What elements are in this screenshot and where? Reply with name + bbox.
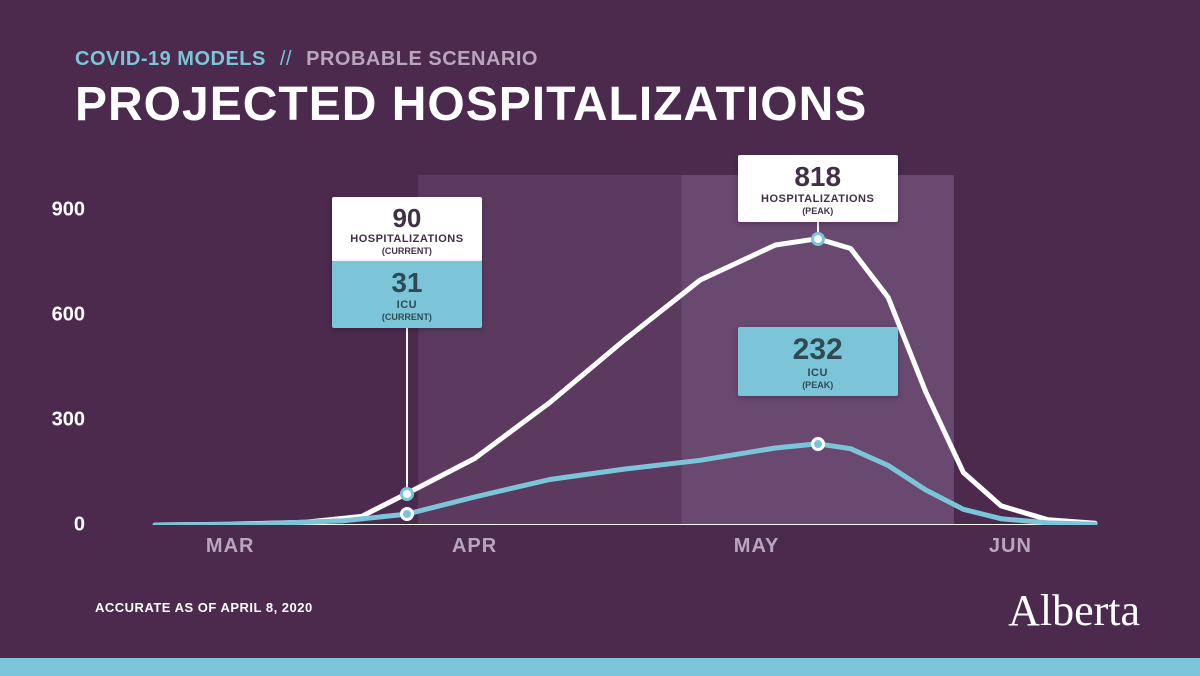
callout-label: HOSPITALIZATIONS — [346, 233, 468, 245]
callout-sublabel: (PEAK) — [752, 206, 884, 216]
x-tick-label: APR — [452, 535, 497, 558]
callout-hosp-peak: 818 HOSPITALIZATIONS(PEAK) — [738, 155, 898, 222]
data-point-icu-peak — [811, 437, 825, 451]
callout-hosp-current: 90 HOSPITALIZATIONS(CURRENT) — [332, 197, 482, 262]
page-root: COVID-19 MODELS // PROBABLE SCENARIO PRO… — [0, 0, 1200, 676]
data-point-hosp-current — [400, 487, 414, 501]
callout-value: 31 — [346, 269, 468, 297]
y-tick-label: 600 — [25, 304, 85, 327]
data-point-icu-current — [400, 507, 414, 521]
x-tick-label: JUN — [989, 535, 1032, 558]
bottom-accent-band — [0, 658, 1200, 676]
footnote: ACCURATE AS OF APRIL 8, 2020 — [95, 600, 313, 615]
x-tick-label: MAY — [734, 535, 780, 558]
y-tick-label: 900 — [25, 199, 85, 222]
callout-icu-peak: 232 ICU(PEAK) — [738, 327, 898, 396]
eyebrow: COVID-19 MODELS // PROBABLE SCENARIO — [75, 48, 867, 71]
header: COVID-19 MODELS // PROBABLE SCENARIO PRO… — [75, 48, 867, 132]
y-tick-label: 300 — [25, 409, 85, 432]
callout-icu-current: 31 ICU(CURRENT) — [332, 261, 482, 328]
eyebrow-separator: // — [280, 48, 292, 70]
data-point-hosp-peak — [811, 232, 825, 246]
callout-label: ICU — [752, 367, 884, 379]
callout-value: 818 — [752, 163, 884, 191]
callout-label: ICU — [346, 299, 468, 311]
callout-sublabel: (CURRENT) — [346, 246, 468, 256]
callout-sublabel: (PEAK) — [752, 380, 884, 390]
callout-value: 90 — [346, 205, 468, 231]
chart-svg — [95, 175, 1105, 525]
callout-sublabel: (CURRENT) — [346, 312, 468, 322]
eyebrow-right: PROBABLE SCENARIO — [306, 48, 538, 70]
chart-area: 030060090090HOSPITALIZATIONS(CURRENT)31I… — [95, 175, 1105, 525]
callout-label: HOSPITALIZATIONS — [752, 193, 884, 205]
alberta-logo: Alberta — [1008, 585, 1140, 636]
y-tick-label: 0 — [25, 514, 85, 537]
page-title: PROJECTED HOSPITALIZATIONS — [75, 77, 867, 132]
callout-value: 232 — [752, 335, 884, 365]
x-tick-label: MAR — [206, 535, 255, 558]
eyebrow-left: COVID-19 MODELS — [75, 48, 266, 70]
